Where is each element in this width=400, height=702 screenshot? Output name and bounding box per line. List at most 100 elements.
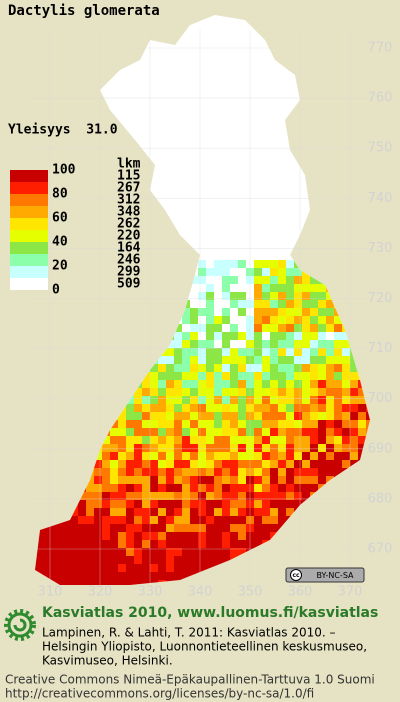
y-tick-label: 690 — [368, 441, 393, 456]
cell — [214, 372, 222, 380]
cell — [38, 348, 46, 356]
cell — [102, 524, 110, 532]
cell — [310, 436, 318, 444]
cell — [158, 332, 166, 340]
cell — [198, 468, 206, 476]
footer-heading: Kasviatlas 2010, www.luomus.fi/kasviatla… — [42, 605, 378, 621]
cell — [134, 556, 142, 564]
cell — [35, 404, 38, 412]
cell — [366, 420, 370, 428]
cell — [294, 300, 302, 308]
cell — [334, 444, 342, 452]
cell — [126, 500, 134, 508]
cell — [198, 516, 206, 524]
cell — [174, 380, 182, 388]
cell — [142, 372, 150, 380]
cell — [358, 380, 366, 388]
cell — [342, 396, 350, 404]
cell — [198, 540, 206, 548]
cell — [334, 308, 342, 316]
cell — [166, 588, 174, 596]
cell — [190, 388, 198, 396]
cell — [286, 428, 294, 436]
cell — [166, 476, 174, 484]
cell — [350, 540, 358, 548]
cell — [118, 468, 126, 476]
cell — [62, 324, 70, 332]
legend-count: 312 — [117, 193, 140, 208]
cell — [78, 564, 86, 572]
cell — [230, 364, 238, 372]
cell — [262, 364, 270, 372]
species-title: Dactylis glomerata — [8, 3, 160, 19]
cell — [174, 500, 182, 508]
cell — [262, 564, 270, 572]
y-tick-label: 720 — [368, 291, 393, 306]
cell — [110, 316, 118, 324]
cell — [206, 396, 214, 404]
cell — [110, 468, 118, 476]
cell — [102, 380, 110, 388]
cell — [126, 476, 134, 484]
cell — [310, 508, 318, 516]
cell — [110, 484, 118, 492]
cell — [38, 468, 46, 476]
cell — [262, 436, 270, 444]
cell — [270, 532, 278, 540]
cell — [102, 324, 110, 332]
cell — [294, 436, 302, 444]
cell — [374, 356, 382, 364]
cell — [70, 564, 78, 572]
cell — [198, 340, 206, 348]
cell — [310, 356, 318, 364]
cell — [318, 412, 326, 420]
legend-count: 164 — [117, 241, 141, 256]
cell — [238, 452, 246, 460]
cell — [118, 380, 126, 388]
cell — [222, 268, 230, 276]
cell — [342, 556, 350, 564]
cell — [286, 484, 294, 492]
cell — [166, 508, 174, 516]
cell — [334, 412, 342, 420]
cell — [118, 428, 126, 436]
cell — [254, 300, 262, 308]
cell — [286, 436, 294, 444]
cell — [35, 444, 38, 452]
cell — [262, 516, 270, 524]
cell — [294, 292, 302, 300]
cell — [278, 580, 286, 585]
cell — [350, 300, 358, 308]
cell — [350, 412, 358, 420]
cell — [342, 476, 350, 484]
cell — [70, 436, 78, 444]
cell — [94, 268, 102, 276]
cell — [70, 524, 78, 532]
cell — [302, 532, 310, 540]
cell — [38, 372, 46, 380]
cell — [326, 324, 334, 332]
cell — [214, 572, 222, 580]
cell — [78, 444, 86, 452]
cell — [366, 468, 370, 476]
cell — [35, 380, 38, 388]
cell — [326, 276, 334, 284]
cell — [190, 428, 198, 436]
cell — [118, 540, 126, 548]
cell — [35, 532, 38, 540]
cell — [166, 404, 174, 412]
cell — [286, 308, 294, 316]
cell — [270, 452, 278, 460]
cell — [206, 340, 214, 348]
cell — [222, 500, 230, 508]
cell — [62, 588, 70, 596]
cell — [262, 556, 270, 564]
cell — [262, 468, 270, 476]
cell — [190, 508, 198, 516]
cell — [358, 540, 366, 548]
cell — [174, 332, 182, 340]
cell — [238, 492, 246, 500]
cell — [38, 548, 46, 556]
cell — [374, 468, 382, 476]
cell — [158, 524, 166, 532]
